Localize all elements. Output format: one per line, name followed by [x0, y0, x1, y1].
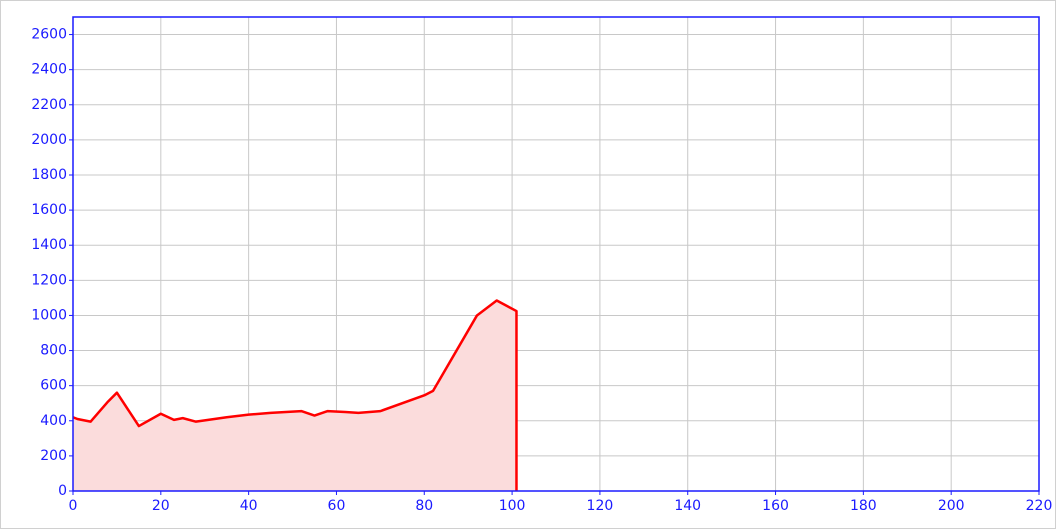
y-tick-label: 1200: [31, 272, 67, 288]
x-tick-label: 40: [240, 498, 258, 514]
x-tick-label: 220: [1026, 498, 1053, 514]
x-tick-label: 20: [152, 498, 170, 514]
y-tick-label: 1000: [31, 307, 67, 323]
x-tick-label: 120: [587, 498, 614, 514]
x-tick-label: 140: [674, 498, 701, 514]
y-tick-label: 1400: [31, 237, 67, 253]
x-tick-label: 180: [850, 498, 877, 514]
y-tick-label: 400: [40, 413, 67, 429]
y-tick-label: 2400: [31, 62, 67, 78]
area-line: [72, 299, 518, 491]
y-tick-label: 1600: [31, 202, 67, 218]
y-tick-label: 2600: [31, 27, 67, 43]
y-tick-label: 600: [40, 378, 67, 394]
x-tick-label: 160: [762, 498, 789, 514]
x-tick-label: 0: [69, 498, 78, 514]
y-tick-label: 200: [40, 448, 67, 464]
x-tick-label: 100: [499, 498, 526, 514]
y-tick-label: 2000: [31, 132, 67, 148]
x-tick-label: 80: [415, 498, 433, 514]
y-tick-label: 1800: [31, 167, 67, 183]
x-tick-label: 200: [938, 498, 965, 514]
area-fill: [73, 300, 517, 491]
y-tick-label: 2200: [31, 97, 67, 113]
y-tick-label: 800: [40, 343, 67, 359]
y-tick-label: 0: [58, 483, 67, 499]
plot-frame: [72, 16, 1040, 492]
x-tick-label: 60: [328, 498, 346, 514]
